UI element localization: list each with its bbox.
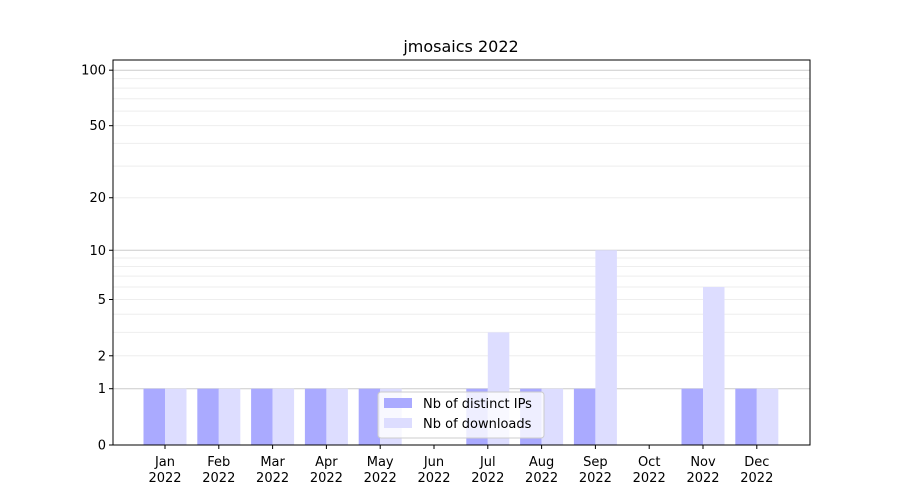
legend-label: Nb of downloads bbox=[423, 417, 532, 432]
y-tick-label: 0 bbox=[98, 439, 106, 454]
y-tick-label: 10 bbox=[89, 244, 106, 259]
x-tick-label-month: Aug bbox=[529, 455, 554, 470]
bar-distinct-ips bbox=[573, 388, 596, 445]
bar-distinct-ips bbox=[358, 388, 381, 445]
bar-distinct-ips bbox=[681, 388, 703, 445]
x-tick-label-month: Oct bbox=[638, 455, 660, 470]
legend-box bbox=[377, 391, 545, 439]
bar-distinct-ips bbox=[735, 388, 757, 445]
x-axis: Jan2022Feb2022Mar2022Apr2022May2022Jun20… bbox=[148, 445, 773, 486]
x-tick-label-month: Sep bbox=[583, 455, 608, 470]
legend: Nb of distinct IPs Nb of downloads bbox=[377, 391, 545, 439]
y-tick-label: 1 bbox=[98, 382, 106, 397]
legend-swatch bbox=[384, 418, 412, 428]
y-axis: 0 1 2 5 10 20 50 100 bbox=[81, 64, 113, 454]
x-tick-label-month: Jun bbox=[423, 455, 444, 470]
x-tick-label-month: Jul bbox=[479, 455, 496, 470]
x-tick-label-month: Nov bbox=[690, 455, 716, 470]
bar-distinct-ips bbox=[143, 388, 165, 445]
x-tick-label-month: Dec bbox=[744, 455, 769, 470]
bar-downloads bbox=[541, 388, 564, 445]
y-tick-label: 2 bbox=[98, 349, 106, 364]
x-tick-label-year: 2022 bbox=[686, 471, 719, 486]
x-tick-label-year: 2022 bbox=[633, 471, 666, 486]
bar-distinct-ips bbox=[197, 388, 219, 445]
legend-label: Nb of distinct IPs bbox=[423, 397, 532, 412]
x-tick-label-month: May bbox=[367, 455, 394, 470]
x-tick-label-year: 2022 bbox=[740, 471, 773, 486]
plot-frame bbox=[112, 59, 811, 446]
bar-downloads bbox=[595, 250, 617, 445]
legend-swatch bbox=[384, 398, 412, 408]
x-tick-label-year: 2022 bbox=[364, 471, 397, 486]
y-tick-label: 50 bbox=[89, 119, 106, 134]
grid bbox=[113, 69, 810, 390]
x-tick-label-year: 2022 bbox=[148, 471, 181, 486]
bar-downloads bbox=[272, 388, 295, 445]
x-tick-label-month: Jan bbox=[154, 455, 175, 470]
y-tick-label: 5 bbox=[98, 293, 106, 308]
bar-distinct-ips bbox=[251, 388, 273, 445]
chart-title: jmosaics 2022 bbox=[402, 37, 518, 56]
x-tick-label-year: 2022 bbox=[417, 471, 450, 486]
x-tick-label-year: 2022 bbox=[525, 471, 558, 486]
x-tick-label-month: Mar bbox=[260, 455, 285, 470]
bar-downloads bbox=[703, 286, 725, 445]
x-tick-label-month: Feb bbox=[207, 455, 230, 470]
x-tick-label-year: 2022 bbox=[579, 471, 612, 486]
x-tick-label-year: 2022 bbox=[202, 471, 235, 486]
bar-downloads bbox=[165, 388, 187, 445]
bar-downloads bbox=[326, 388, 348, 445]
x-tick-label-year: 2022 bbox=[471, 471, 504, 486]
bar-downloads bbox=[218, 388, 241, 445]
bar-distinct-ips bbox=[304, 388, 327, 445]
y-tick-label: 20 bbox=[89, 191, 106, 206]
x-tick-label-year: 2022 bbox=[310, 471, 343, 486]
x-tick-label-month: Apr bbox=[315, 455, 338, 470]
x-tick-label-year: 2022 bbox=[256, 471, 289, 486]
bar-downloads bbox=[756, 388, 779, 445]
y-tick-label: 100 bbox=[81, 64, 106, 79]
